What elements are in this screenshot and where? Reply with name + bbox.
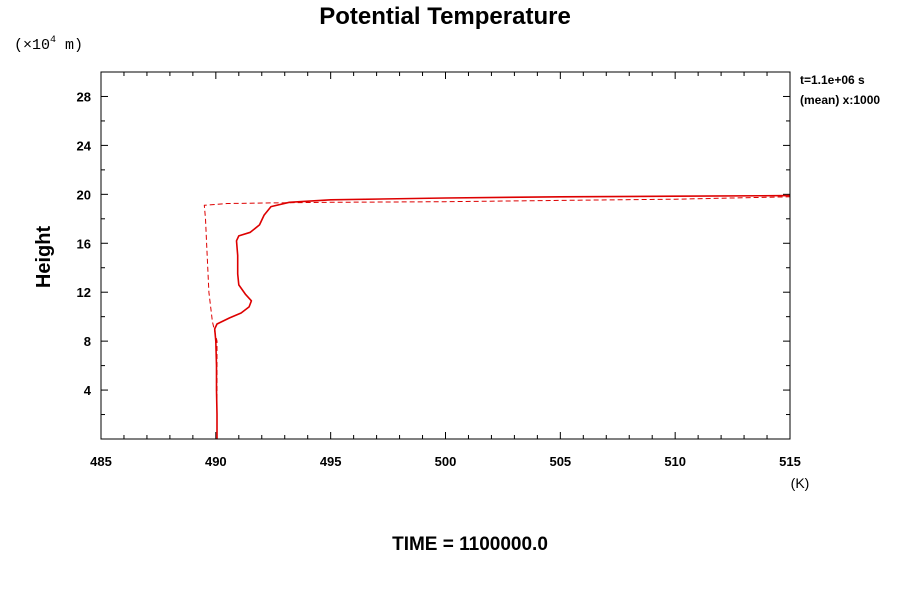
axis-ticks	[100, 72, 791, 439]
y-tick-label: 8	[84, 334, 91, 349]
x-unit-label: (K)	[791, 475, 810, 491]
chart-title: Potential Temperature	[319, 3, 571, 30]
time-annotation: t=1.1e+06 s	[800, 73, 865, 87]
x-tick-label: 510	[664, 454, 686, 469]
y-unit-prefix: (×10	[14, 37, 50, 54]
y-axis-label: Height	[33, 226, 55, 289]
y-tick-label: 16	[77, 236, 91, 251]
x-tick-labels: 485 490 495 500 505 510 515	[90, 454, 801, 469]
y-tick-label: 4	[84, 383, 92, 398]
mean-annotation: (mean) x:1000	[800, 93, 880, 107]
y-unit-label: (×104 m)	[14, 35, 83, 54]
series-line-solid	[213, 194, 791, 439]
y-tick-label: 12	[77, 285, 91, 300]
y-unit-suffix: m)	[56, 37, 83, 54]
x-tick-label: 485	[90, 454, 112, 469]
y-tick-label: 24	[77, 138, 92, 153]
y-tick-label: 28	[77, 89, 91, 104]
y-unit-exponent: 4	[50, 35, 56, 46]
series-line-dashed	[203, 196, 791, 439]
y-tick-labels: 4 8 12 16 20 24 28	[77, 89, 92, 398]
x-tick-label: 500	[435, 454, 457, 469]
plot-frame	[100, 71, 791, 440]
series-lines	[203, 194, 791, 439]
x-tick-label: 515	[779, 454, 801, 469]
x-tick-label: 505	[549, 454, 571, 469]
y-tick-label: 20	[77, 187, 91, 202]
time-footer: TIME = 1100000.0	[392, 534, 548, 555]
x-tick-label: 495	[320, 454, 342, 469]
x-tick-label: 490	[205, 454, 227, 469]
